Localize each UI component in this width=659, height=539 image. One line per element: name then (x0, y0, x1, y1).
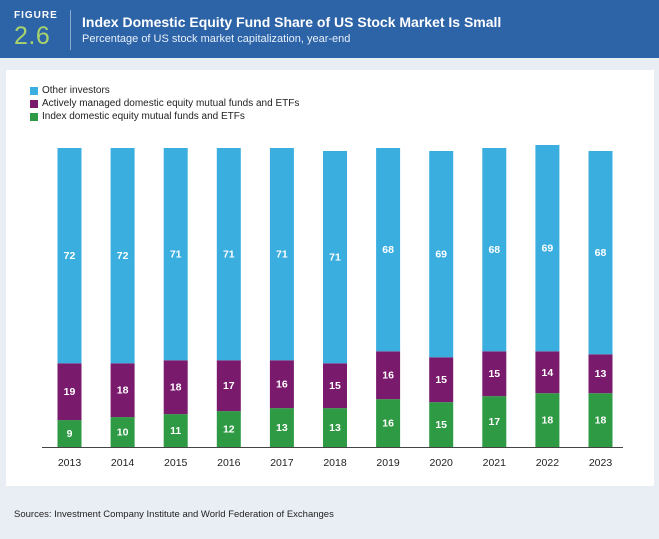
figure-label: FIGURE (14, 10, 58, 21)
bar-other-2018 (323, 150, 347, 364)
x-tick-label-2019: 2019 (376, 457, 400, 469)
data-label-index-2020: 15 (435, 419, 447, 431)
x-tick-label-2023: 2023 (589, 457, 613, 469)
legend-item-active: Actively managed domestic equity mutual … (30, 97, 299, 110)
header-divider (70, 10, 71, 50)
bar-active-2019 (376, 351, 401, 400)
data-label-active-2022: 14 (542, 367, 554, 379)
bar-index-2013 (57, 420, 82, 447)
legend-item-index: Index domestic equity mutual funds and E… (30, 110, 299, 123)
data-label-active-2018: 15 (329, 380, 341, 392)
bar-active-2018 (323, 363, 347, 409)
x-tick-label-2014: 2014 (111, 457, 135, 469)
bar-other-2022 (535, 145, 560, 352)
chart-legend: Other investors Actively managed domesti… (30, 84, 299, 123)
figure-number: 2.6 (14, 22, 51, 50)
bar-active-2013 (57, 363, 82, 421)
data-label-active-2023: 13 (595, 368, 607, 380)
data-label-active-2019: 16 (382, 370, 394, 382)
data-label-index-2019: 16 (382, 418, 394, 430)
data-label-active-2016: 17 (223, 380, 235, 392)
data-label-index-2014: 10 (117, 427, 129, 439)
data-label-index-2018: 13 (329, 422, 341, 434)
figure-header: FIGURE 2.6 Index Domestic Equity Fund Sh… (0, 0, 659, 58)
x-tick-label-2021: 2021 (483, 457, 507, 469)
bar-index-2022 (535, 393, 560, 447)
data-label-other-2016: 71 (223, 249, 235, 261)
data-label-other-2021: 68 (488, 244, 500, 256)
legend-label-index: Index domestic equity mutual funds and E… (42, 111, 245, 122)
data-label-index-2016: 12 (223, 424, 235, 436)
bar-active-2020 (429, 357, 454, 403)
legend-swatch-index (30, 112, 38, 121)
data-label-index-2021: 17 (488, 416, 500, 428)
data-label-active-2021: 15 (488, 368, 500, 380)
data-label-other-2013: 72 (64, 250, 76, 262)
chart-subtitle: Percentage of US stock market capitaliza… (82, 33, 351, 45)
legend-swatch-active (30, 99, 38, 108)
x-tick-label-2022: 2022 (536, 457, 560, 469)
legend-item-other: Other investors (30, 84, 299, 97)
data-label-index-2023: 18 (595, 415, 607, 427)
data-label-other-2015: 71 (170, 249, 182, 261)
data-label-other-2019: 68 (382, 244, 394, 256)
bar-active-2015 (163, 360, 188, 415)
data-label-active-2017: 16 (276, 379, 288, 391)
source-note: Sources: Investment Company Institute an… (14, 509, 334, 520)
bar-other-2015 (163, 148, 188, 361)
bar-index-2014 (110, 417, 135, 447)
x-tick-label-2016: 2016 (217, 457, 241, 469)
data-label-active-2020: 15 (435, 374, 447, 386)
bar-active-2017 (269, 360, 294, 409)
x-tick-label-2020: 2020 (430, 457, 454, 469)
bar-index-2021 (482, 396, 507, 447)
chart-title: Index Domestic Equity Fund Share of US S… (82, 14, 502, 30)
data-label-index-2013: 9 (67, 428, 73, 440)
bar-index-2017 (269, 408, 294, 447)
data-label-index-2022: 18 (542, 415, 554, 427)
bar-other-2023 (588, 150, 613, 355)
data-label-other-2017: 71 (276, 249, 288, 261)
data-label-active-2013: 19 (64, 386, 76, 398)
bar-index-2015 (163, 414, 188, 447)
bar-other-2020 (429, 150, 454, 358)
data-label-other-2020: 69 (435, 249, 447, 261)
bar-other-2013 (57, 148, 82, 364)
bar-active-2016 (216, 360, 241, 412)
bar-other-2019 (376, 148, 401, 352)
data-label-index-2017: 13 (276, 422, 288, 434)
bar-other-2017 (269, 148, 294, 361)
legend-label-other: Other investors (42, 85, 110, 96)
data-label-other-2023: 68 (595, 247, 607, 259)
data-label-index-2015: 11 (170, 425, 181, 437)
bar-index-2020 (429, 402, 454, 447)
bar-index-2016 (216, 411, 241, 447)
data-label-other-2018: 71 (329, 252, 341, 264)
bar-index-2018 (323, 408, 347, 447)
bar-active-2022 (535, 351, 560, 394)
legend-swatch-other (30, 86, 38, 95)
x-tick-label-2013: 2013 (58, 457, 82, 469)
bar-active-2021 (482, 351, 507, 397)
bar-other-2021 (482, 148, 507, 352)
data-label-active-2014: 18 (117, 385, 129, 397)
data-label-other-2022: 69 (542, 243, 554, 255)
legend-label-active: Actively managed domestic equity mutual … (42, 98, 300, 109)
bar-other-2014 (110, 148, 135, 364)
bar-other-2016 (216, 148, 241, 361)
data-label-other-2014: 72 (117, 250, 129, 262)
bar-active-2014 (110, 363, 135, 418)
bar-index-2019 (376, 399, 401, 447)
bar-active-2023 (588, 354, 613, 394)
x-tick-label-2018: 2018 (323, 457, 347, 469)
x-tick-label-2017: 2017 (270, 457, 294, 469)
bar-index-2023 (588, 393, 613, 447)
x-tick-label-2015: 2015 (164, 457, 188, 469)
data-label-active-2015: 18 (170, 382, 182, 394)
